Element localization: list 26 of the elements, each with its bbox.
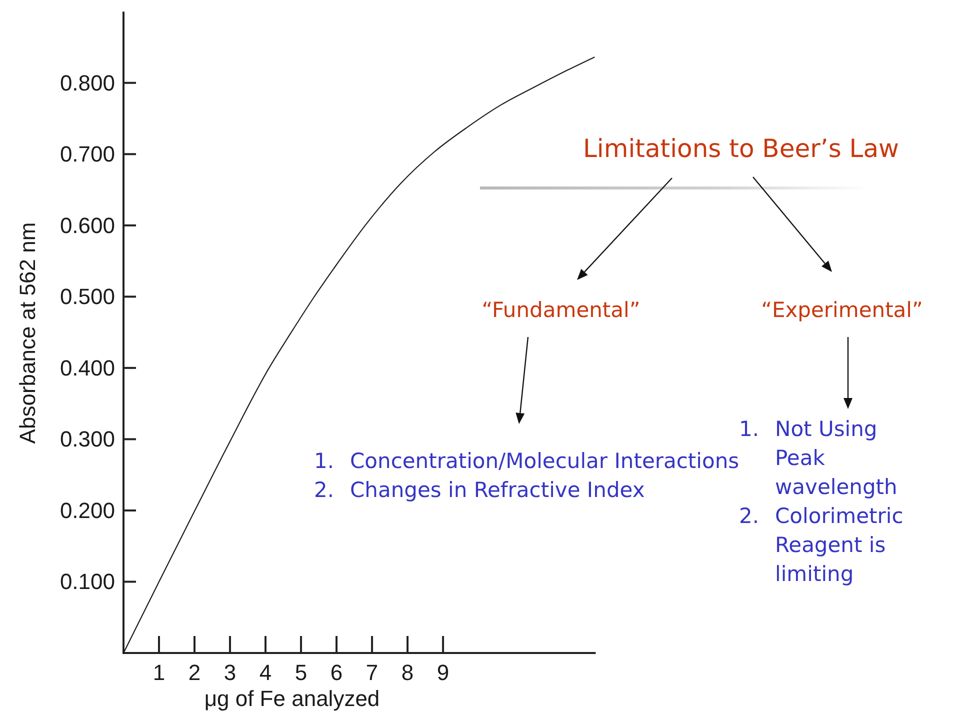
- annotation: “Fundamental”: [482, 298, 640, 322]
- text: Limitations to Beer’s Law: [582, 134, 900, 163]
- y-tick-label: 0.800: [60, 70, 115, 96]
- y-tick-label: 0.200: [60, 498, 115, 523]
- y-tick-label: 0.400: [60, 355, 115, 380]
- y-tick-label: 0.500: [60, 284, 115, 310]
- x-tick-label: 8: [401, 660, 414, 685]
- text: 2. Colorimetric Reagent is limiting: [739, 504, 904, 586]
- y-axis-title: Absorbance at 562 nm: [15, 222, 40, 444]
- x-tick-label: 1: [152, 660, 166, 685]
- x-tick-label: 9: [436, 660, 450, 685]
- x-axis-title: μg of Fe analyzed: [204, 686, 380, 711]
- y-tick-label: 0.700: [60, 142, 115, 167]
- x-tick-label: 3: [224, 660, 236, 685]
- x-tick-label: 6: [330, 660, 343, 685]
- annotation: 2. Changes in Refractive Index: [314, 478, 645, 502]
- y-tick-label: 0.600: [60, 212, 115, 238]
- annotation: 1. Concentration/Molecular Interactions: [314, 449, 740, 473]
- x-tick-label: 5: [294, 660, 308, 685]
- y-tick-label: 0.300: [60, 426, 115, 452]
- x-tick-label: 4: [259, 660, 272, 685]
- text: 1. Not Using Peak wavelength: [739, 417, 898, 499]
- x-tick-label: 7: [366, 660, 378, 685]
- text: “Experimental”: [761, 298, 923, 322]
- y-tick-label: 0.100: [60, 569, 115, 594]
- x-tick-label: 2: [188, 660, 201, 685]
